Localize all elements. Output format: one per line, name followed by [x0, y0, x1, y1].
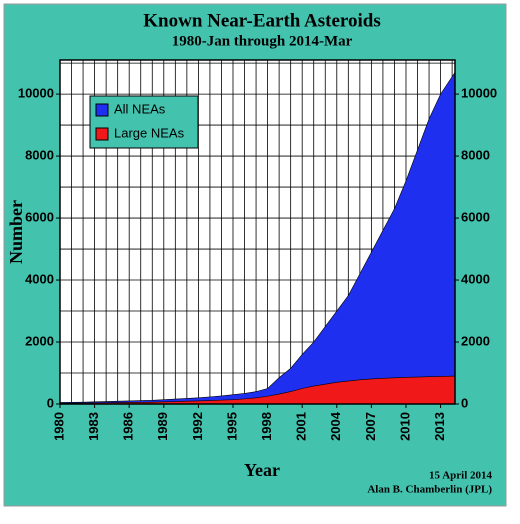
- y2-tick-label: 6000: [461, 209, 490, 224]
- y2-tick-label: 10000: [461, 86, 497, 101]
- y2-tick-label: 4000: [461, 271, 490, 286]
- legend-label: All NEAs: [114, 101, 166, 116]
- x-tick-label: 1998: [259, 412, 274, 441]
- annotation: Alan B. Chamberlin (JPL): [367, 484, 492, 496]
- legend-label: Large NEAs: [114, 125, 185, 140]
- y-tick-label: 2000: [25, 333, 54, 348]
- area: [59, 71, 456, 405]
- legend-swatch: [95, 127, 109, 141]
- x-tick-label: 2007: [363, 412, 378, 441]
- x-axis-label: Year: [244, 460, 280, 480]
- chart-subtitle: 1980-Jan through 2014-Mar: [172, 33, 353, 49]
- chart-title: Known Near-Earth Asteroids: [143, 10, 381, 31]
- y-tick-label: 6000: [25, 209, 54, 224]
- area: [59, 375, 456, 405]
- y-tick-label: 4000: [25, 271, 54, 286]
- x-tick-label: 1986: [121, 412, 136, 441]
- x-tick-label: 2010: [397, 412, 412, 441]
- x-tick-label: 1992: [190, 412, 205, 441]
- x-tick-label: 1980: [51, 412, 66, 441]
- x-tick-label: 2013: [432, 412, 447, 441]
- y-tick-label: 10000: [18, 86, 54, 101]
- y2-tick-label: 0: [461, 395, 468, 410]
- annotation: 15 April 2014: [429, 470, 492, 482]
- y-axis-label: Number: [6, 200, 26, 264]
- plot-frame: [59, 59, 456, 405]
- x-tick-label: 1983: [86, 412, 101, 441]
- x-tick-label: 2004: [328, 411, 343, 441]
- x-tick-label: 1995: [224, 412, 239, 441]
- x-tick-label: 2001: [294, 412, 309, 441]
- y-tick-label: 0: [47, 395, 54, 410]
- y-tick-label: 8000: [25, 148, 54, 163]
- y2-tick-label: 8000: [461, 148, 490, 163]
- legend-swatch: [95, 103, 109, 117]
- x-tick-label: 1989: [155, 412, 170, 441]
- y2-tick-label: 2000: [461, 333, 490, 348]
